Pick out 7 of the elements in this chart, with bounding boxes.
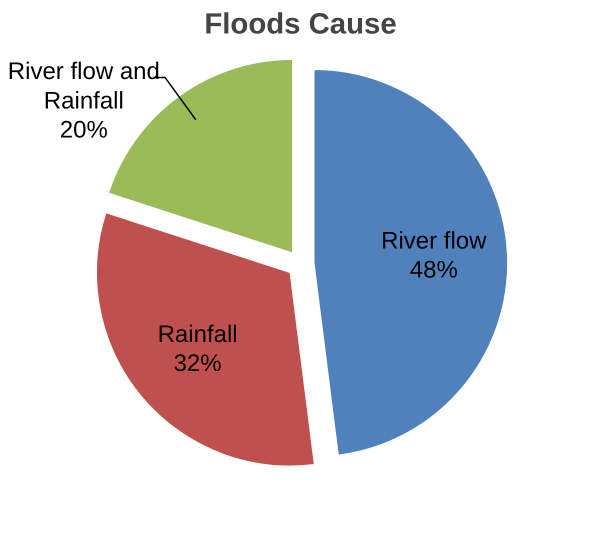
slice-label: Rainfall (158, 321, 238, 348)
slice-label: River flow and Rainfall (8, 58, 160, 114)
data-label: 48% (410, 256, 458, 284)
slice-label: River flow (381, 227, 488, 254)
data-label: 32% (174, 350, 222, 378)
data-label: 20% (60, 116, 108, 144)
chart-title: Floods Cause (204, 8, 397, 40)
